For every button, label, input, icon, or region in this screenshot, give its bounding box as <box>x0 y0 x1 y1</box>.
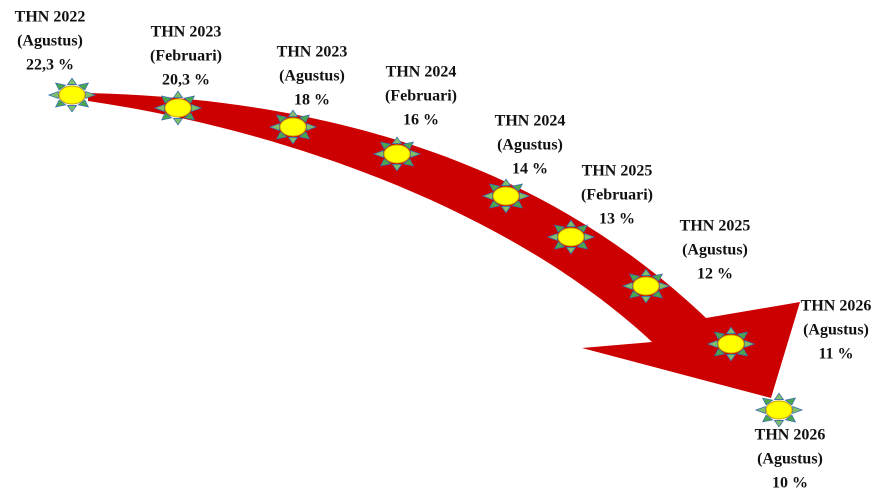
sun-icon <box>49 78 95 112</box>
node-year: THN 2023 <box>151 24 222 41</box>
sun-icon <box>483 179 529 213</box>
node-year: THN 2026 <box>801 298 872 315</box>
sun-core <box>718 335 744 353</box>
node-value: 14 % <box>512 161 548 178</box>
sun-icon <box>374 137 420 171</box>
node-period: (Agustus) <box>682 242 748 259</box>
node-value: 20,3 % <box>162 72 210 89</box>
node-period: (Agustus) <box>757 451 823 468</box>
node-value: 11 % <box>818 346 853 363</box>
node-value: 13 % <box>599 211 635 228</box>
node-value: 10 % <box>772 475 808 488</box>
sun-icon <box>756 393 802 427</box>
sun-ray <box>756 407 766 414</box>
node-period: (Februari) <box>150 48 222 65</box>
sun-icon <box>548 220 594 254</box>
node-year: THN 2024 <box>495 113 566 130</box>
node-value: 18 % <box>294 92 330 109</box>
node-period: (Agustus) <box>17 33 83 50</box>
sun-core <box>59 86 85 104</box>
sun-core <box>165 99 191 117</box>
node-period: (Februari) <box>581 187 653 204</box>
sun-ray <box>68 105 77 111</box>
sun-ray <box>793 407 803 414</box>
node-year: THN 2026 <box>755 427 826 444</box>
node-period: (Agustus) <box>497 137 563 154</box>
node-year: THN 2022 <box>15 9 86 26</box>
node-value: 22,3 % <box>26 57 74 74</box>
sun-core <box>493 187 519 205</box>
sun-ray <box>775 393 784 399</box>
sun-core <box>766 401 792 419</box>
sun-core <box>384 145 410 163</box>
node-period: (Februari) <box>385 88 457 105</box>
node-year: THN 2023 <box>277 44 348 61</box>
sun-icon <box>155 91 201 125</box>
sun-icon <box>708 327 754 361</box>
sun-ray <box>174 118 183 124</box>
diagram: THN 2022 (Agustus) 22,3 % THN 2023 (Februari… <box>0 0 877 488</box>
sun-ray <box>289 110 298 116</box>
node-value: 12 % <box>697 266 733 283</box>
node-year: THN 2025 <box>680 218 751 235</box>
sun-ray <box>68 78 77 84</box>
sun-ray <box>49 92 59 99</box>
nodes: THN 2022 (Agustus) 22,3 % THN 2023 (Februari… <box>15 9 872 488</box>
node-year: THN 2024 <box>386 64 457 81</box>
sun-core <box>633 277 659 295</box>
sun-core <box>558 228 584 246</box>
node-period: (Agustus) <box>803 322 869 339</box>
node-value: 16 % <box>403 112 439 129</box>
node-year: THN 2025 <box>582 163 653 180</box>
sun-core <box>280 118 306 136</box>
sun-icon <box>623 269 669 303</box>
node-period: (Agustus) <box>279 68 345 85</box>
sun-ray <box>174 91 183 97</box>
sun-icon <box>270 110 316 144</box>
